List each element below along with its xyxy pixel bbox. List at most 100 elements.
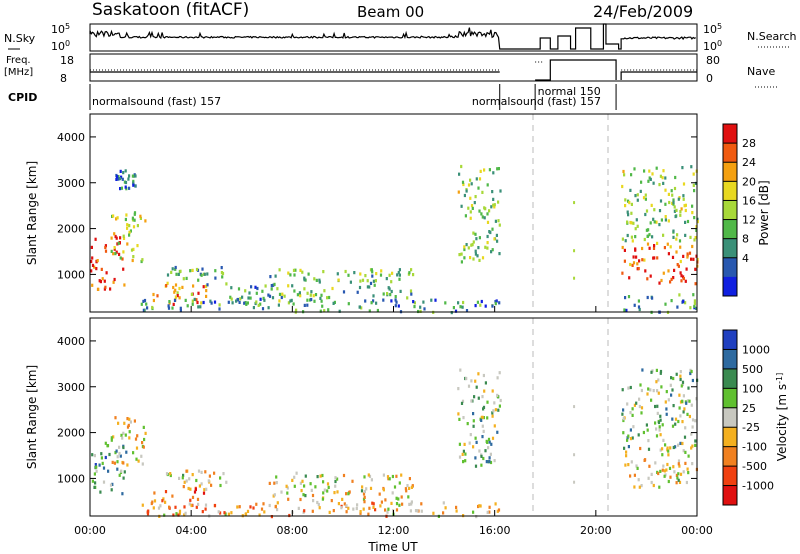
data-cell bbox=[136, 224, 139, 228]
data-cell bbox=[682, 254, 685, 258]
data-cell bbox=[176, 294, 179, 298]
nsearch-right-tick-bottom: 100 bbox=[703, 39, 722, 54]
data-cell bbox=[639, 383, 642, 387]
data-cell bbox=[490, 250, 493, 254]
data-cell bbox=[632, 425, 635, 429]
data-cell bbox=[93, 454, 96, 458]
data-cell bbox=[679, 213, 682, 217]
data-cell bbox=[338, 309, 341, 313]
data-cell bbox=[492, 171, 495, 175]
data-cell bbox=[139, 216, 142, 220]
data-cell bbox=[360, 489, 364, 493]
colorbar-tick-label: 12 bbox=[742, 214, 756, 227]
data-cell bbox=[653, 220, 656, 224]
data-cell bbox=[292, 302, 295, 306]
data-cell bbox=[477, 396, 480, 400]
data-cell bbox=[670, 393, 673, 397]
data-cell bbox=[654, 461, 657, 465]
data-cell bbox=[287, 301, 290, 305]
data-cell bbox=[630, 211, 633, 215]
x-tick-label: 12:00 bbox=[378, 524, 410, 537]
data-cell bbox=[280, 490, 283, 494]
data-cell bbox=[328, 295, 331, 300]
data-cell bbox=[413, 305, 416, 309]
data-cell bbox=[658, 425, 661, 429]
data-cell bbox=[115, 236, 118, 240]
colorbar-tick-label: 100 bbox=[742, 382, 763, 395]
data-cell bbox=[649, 221, 652, 225]
data-cell bbox=[117, 241, 120, 245]
data-cell bbox=[696, 257, 699, 262]
data-cell bbox=[488, 510, 491, 514]
data-cell bbox=[457, 387, 460, 391]
data-cell bbox=[321, 473, 324, 478]
data-cell bbox=[303, 484, 306, 488]
data-cell bbox=[191, 268, 194, 272]
data-cell bbox=[397, 304, 400, 308]
data-cell bbox=[225, 282, 228, 286]
data-cell bbox=[399, 289, 402, 293]
data-cell bbox=[409, 509, 412, 513]
data-cell bbox=[224, 512, 227, 516]
data-cell bbox=[635, 464, 638, 468]
colorbar-segment bbox=[723, 276, 737, 297]
data-cell bbox=[259, 297, 262, 301]
data-cell bbox=[217, 510, 220, 514]
data-cell bbox=[461, 305, 464, 309]
data-cell bbox=[213, 471, 216, 475]
data-cell bbox=[136, 244, 139, 248]
data-cell bbox=[133, 419, 136, 423]
data-cell bbox=[133, 218, 136, 222]
data-cell bbox=[93, 472, 96, 476]
data-cell bbox=[90, 245, 93, 249]
data-cell bbox=[658, 428, 661, 432]
data-cell bbox=[677, 472, 680, 476]
y-tick-label: 1000 bbox=[57, 472, 85, 485]
data-cell bbox=[116, 242, 119, 246]
data-cell bbox=[255, 291, 258, 295]
data-cell bbox=[143, 437, 146, 442]
data-cell bbox=[645, 228, 648, 232]
data-cell bbox=[677, 459, 681, 463]
data-cell bbox=[623, 259, 626, 263]
data-cell bbox=[395, 502, 399, 506]
data-cell bbox=[103, 279, 106, 283]
data-cell bbox=[691, 462, 694, 466]
data-cell bbox=[297, 506, 300, 510]
data-cell bbox=[630, 202, 633, 206]
data-cell bbox=[209, 299, 212, 303]
data-cell bbox=[116, 175, 119, 179]
data-cell bbox=[254, 285, 257, 289]
data-cell bbox=[213, 503, 217, 508]
data-cell bbox=[293, 484, 296, 488]
data-cell bbox=[306, 303, 309, 307]
colorbar-tick-label: 4 bbox=[742, 252, 749, 265]
data-cell bbox=[654, 404, 657, 409]
data-cell bbox=[275, 481, 278, 485]
data-cell bbox=[457, 190, 460, 194]
data-cell bbox=[124, 185, 127, 189]
data-cell bbox=[189, 487, 192, 491]
data-cell bbox=[694, 443, 697, 447]
data-cell bbox=[626, 220, 629, 224]
data-cell bbox=[651, 235, 654, 239]
data-cell bbox=[667, 192, 670, 196]
data-cell bbox=[467, 246, 470, 250]
data-cell bbox=[382, 473, 385, 477]
data-cell bbox=[491, 389, 494, 393]
data-cell bbox=[135, 457, 138, 461]
data-cell bbox=[398, 277, 401, 281]
data-cell bbox=[347, 506, 350, 510]
data-cell bbox=[624, 463, 627, 467]
data-cell bbox=[152, 506, 155, 510]
data-cell bbox=[410, 500, 413, 504]
data-cell bbox=[151, 305, 154, 310]
data-cell bbox=[473, 201, 476, 205]
data-cell bbox=[667, 269, 670, 273]
x-tick-label: 08:00 bbox=[276, 524, 308, 537]
data-cell bbox=[349, 280, 352, 284]
data-cell bbox=[478, 236, 481, 240]
colorbar-tick-label: 1000 bbox=[742, 343, 770, 356]
data-cell bbox=[660, 218, 663, 222]
data-cell bbox=[110, 438, 113, 442]
